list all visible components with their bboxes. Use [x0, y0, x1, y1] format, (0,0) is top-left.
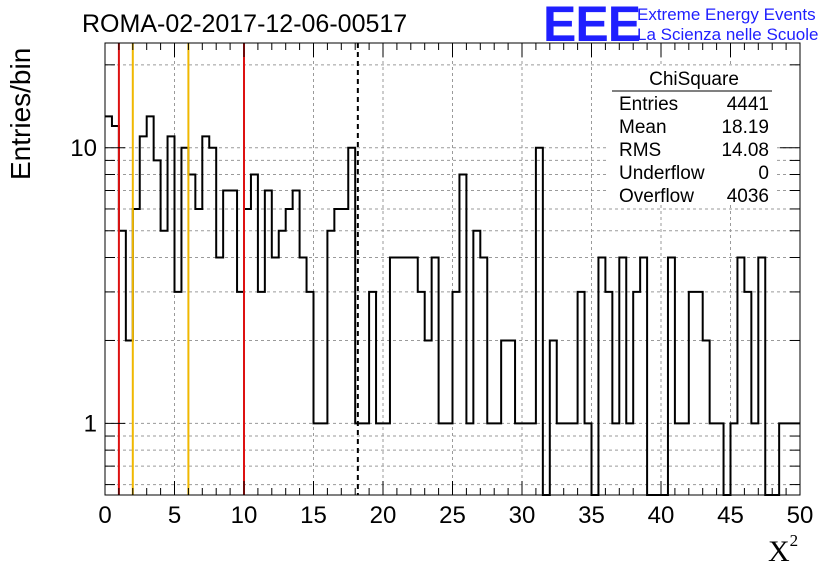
x-tick-label: 5 [168, 502, 181, 529]
x-axis-label-superscript: 2 [789, 531, 799, 550]
stats-header: ChiSquare [649, 69, 739, 90]
logo-line-1: Extreme Energy Events [637, 5, 816, 24]
stats-value: 14.08 [721, 140, 769, 161]
stats-value: 18.19 [721, 117, 769, 138]
x-tick-label: 10 [231, 502, 258, 529]
x-tick-label: 50 [787, 502, 814, 529]
x-tick-label: 40 [648, 502, 675, 529]
x-tick-label: 20 [370, 502, 397, 529]
chart-title: ROMA-02-2017-12-06-00517 [82, 10, 408, 38]
x-axis-label: X2 [768, 531, 798, 569]
y-tick-label: 1 [84, 410, 97, 437]
stats-value: 4036 [727, 186, 769, 207]
x-tick-label: 25 [439, 502, 466, 529]
eee-logo: EEE [543, 0, 641, 52]
x-tick-label: 15 [300, 502, 327, 529]
stats-label: Overflow [619, 186, 694, 207]
stats-label: RMS [619, 140, 661, 161]
histogram-line [105, 115, 800, 496]
x-tick-label: 0 [98, 502, 111, 529]
stats-label: Underflow [619, 163, 705, 184]
x-axis-label-text: X [768, 535, 790, 568]
x-tick-label: 30 [509, 502, 536, 529]
stats-value: 4441 [727, 94, 769, 115]
logo-line-2: La Scienza nelle Scuole [637, 25, 819, 44]
x-tick-label: 45 [717, 502, 744, 529]
stats-label: Entries [619, 94, 678, 115]
stats-box [607, 66, 777, 205]
stats-value: 0 [758, 163, 769, 184]
y-axis-label: Entries/bin [5, 47, 36, 180]
y-tick-label: 10 [70, 135, 97, 162]
stats-label: Mean [619, 117, 667, 138]
x-tick-label: 35 [578, 502, 605, 529]
